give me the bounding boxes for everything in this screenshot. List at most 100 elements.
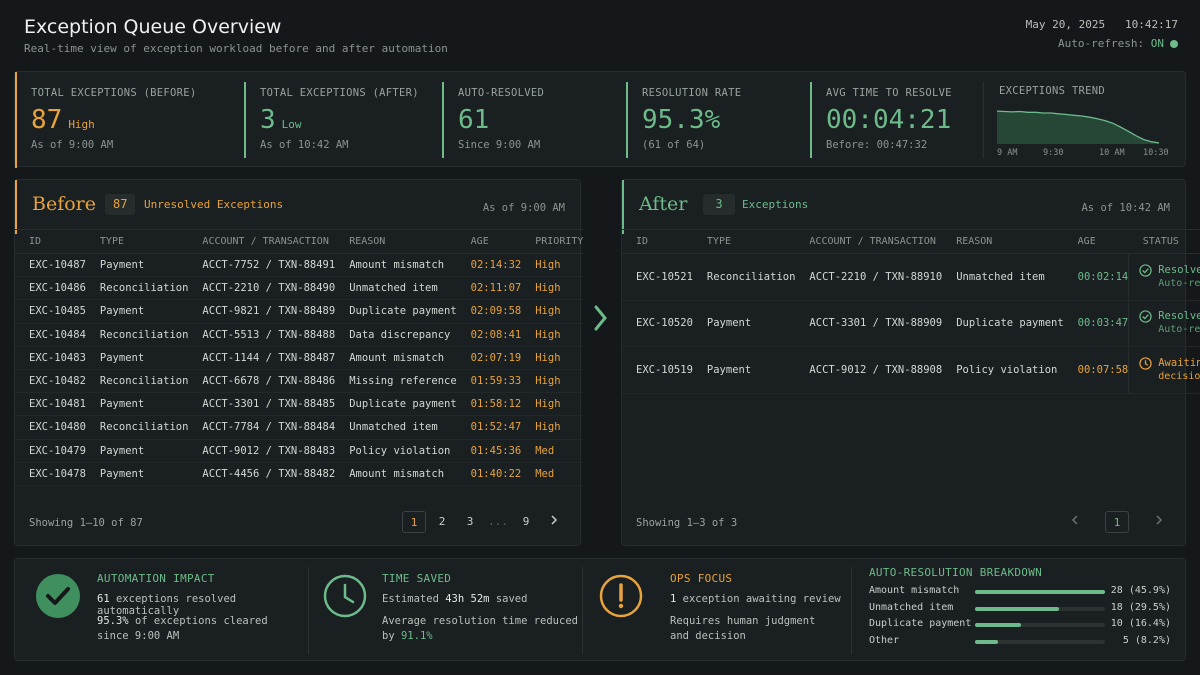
cell-reason: Duplicate payment <box>942 300 1064 347</box>
table-row[interactable]: EXC-10480 Reconciliation ACCT-7784 / TXN-8… <box>15 415 584 440</box>
col-header[interactable]: ACCOUNT / TRANSACTION <box>188 229 336 254</box>
table-row[interactable]: EXC-10486 Reconciliation ACCT-2210 / TXN-8… <box>15 276 584 301</box>
chevron-right-icon <box>594 305 607 331</box>
after-footer: Showing 1–3 of 3 <box>636 517 738 529</box>
cell-priority: High <box>521 346 584 370</box>
cell-age: 01:58:12 <box>456 392 522 417</box>
cell-account: ACCT-1144 / TXN-88487 <box>188 346 336 370</box>
breakdown-label: Duplicate payment <box>869 618 972 629</box>
table-header-row: ID TYPE ACCOUNT / TRANSACTION REASON AGE… <box>622 229 1200 254</box>
automation-impact-card: AUTOMATION IMPACT 61 exceptions resolved… <box>15 559 307 662</box>
col-header[interactable]: TYPE <box>692 229 796 254</box>
cell-age: 02:14:32 <box>456 253 522 278</box>
status-sub: Auto-resolved <box>1158 277 1200 289</box>
col-header[interactable]: ACCOUNT / TRANSACTION <box>795 229 943 254</box>
kpi-label: RESOLUTION RATE <box>642 87 742 99</box>
cell-id: EXC-10485 <box>15 299 86 324</box>
col-header[interactable]: TYPE <box>85 229 189 254</box>
page-button-1[interactable]: 1 <box>1105 511 1129 533</box>
time-saved-line-2: Average resolution time reduced <box>382 615 578 627</box>
col-header[interactable]: STATUS <box>1128 229 1200 254</box>
after-as-of: As of 10:42 AM <box>1081 202 1170 214</box>
cell-id: EXC-10486 <box>15 276 86 301</box>
page-button-9[interactable]: 9 <box>522 515 530 528</box>
page-title: Exception Queue Overview <box>24 16 282 38</box>
table-row[interactable]: EXC-10481 Payment ACCT-3301 / TXN-88485 Dup… <box>15 392 584 417</box>
cell-priority: High <box>521 276 584 301</box>
breakdown-value: 18 (29.5%) <box>1110 601 1171 613</box>
cell-reason: Data discrepancy <box>335 323 457 347</box>
page-button-2[interactable]: 2 <box>438 515 446 528</box>
table-row[interactable]: EXC-10485 Payment ACCT-9821 / TXN-88489 Dup… <box>15 299 584 324</box>
before-count-badge: 87 <box>105 194 136 215</box>
cell-age: 02:08:41 <box>456 323 522 347</box>
col-header[interactable]: REASON <box>335 229 457 254</box>
breakdown-bar-fill <box>975 590 1105 594</box>
time-saved-title: TIME SAVED <box>382 572 452 585</box>
cell-acct: ACCT-3301 / TXN-88909 <box>795 300 943 347</box>
trend-axis: 9 AM 9:30 10 AM 10:30 <box>997 148 1169 160</box>
cell-type: Payment <box>85 462 189 486</box>
breakdown-label: Other <box>869 634 900 646</box>
col-header[interactable]: PRIORITY <box>521 229 584 254</box>
check-circle-icon <box>1139 264 1152 277</box>
breakdown-row: Unmatched item 18 (29.5%) <box>869 602 1171 616</box>
table-row[interactable]: EXC-10483 Payment ACCT-1144 / TXN-88487 Amo… <box>15 346 584 370</box>
kpi-sub: (61 of 64) <box>642 139 706 151</box>
status-sub: decision <box>1158 370 1200 382</box>
col-header[interactable]: REASON <box>942 229 1064 254</box>
cell-age: 02:09:58 <box>456 299 522 324</box>
table-row[interactable]: EXC-10478 Payment ACCT-4456 / TXN-88482 Amo… <box>15 462 584 486</box>
after-panel: After 3 Exceptions As of 10:42 AM ID TYP… <box>621 179 1200 546</box>
clock-icon <box>323 574 367 618</box>
col-header[interactable]: ID <box>15 229 86 254</box>
cell-account: ACCT-4456 / TXN-88482 <box>188 462 336 486</box>
kpi-label: TOTAL EXCEPTIONS (BEFORE) <box>31 87 197 99</box>
cell-type: Reconciliation <box>85 323 189 347</box>
kpi-resolution-rate: RESOLUTION RATE 95.3% (61 of 64) <box>626 72 806 168</box>
auto-refresh-toggle[interactable]: Auto-refresh: ON <box>1058 37 1178 50</box>
col-header[interactable]: AGE <box>456 229 522 254</box>
after-table: ID TYPE ACCOUNT / TRANSACTION REASON AGE… <box>622 229 1200 394</box>
table-row[interactable]: EXC-10520 Payment ACCT-3301 / TXN-88909 Dup… <box>622 300 1200 347</box>
status-sub: Auto-resolved <box>1158 324 1200 336</box>
next-page-button[interactable] <box>542 511 566 533</box>
cell-status: Awaiting opsdecision <box>1128 346 1200 394</box>
table-row[interactable]: EXC-10519 Payment ACCT-9012 / TXN-88908 Pol… <box>622 346 1200 394</box>
next-page-button[interactable] <box>1147 511 1171 533</box>
cell-type: Payment <box>85 346 189 370</box>
col-header[interactable]: AGE <box>1063 229 1129 254</box>
divider <box>582 567 583 654</box>
page-subtitle: Real-time view of exception workload bef… <box>24 42 448 55</box>
cell-id: EXC-10483 <box>15 346 86 370</box>
breakdown-bar-fill <box>975 623 1022 627</box>
cell-age: 02:11:07 <box>456 276 522 301</box>
table-row[interactable]: EXC-10487 Payment ACCT-7752 / TXN-88491 Amo… <box>15 253 584 278</box>
table-row[interactable]: EXC-10521 Reconciliation ACCT-2210 / TXN-8… <box>622 253 1200 301</box>
cell-acct: ACCT-2210 / TXN-88910 <box>795 253 943 301</box>
table-row[interactable]: EXC-10484 Reconciliation ACCT-5513 / TXN-8… <box>15 323 584 347</box>
impact-line-2: 95.3% of exceptions cleared <box>97 615 268 627</box>
before-footer: Showing 1–10 of 87 <box>29 517 143 529</box>
cell-age: 01:52:47 <box>456 415 522 440</box>
page-button-1[interactable]: 1 <box>402 511 426 533</box>
cell-priority: High <box>521 299 584 324</box>
cell-type: Payment <box>85 253 189 278</box>
cell-type: Payment <box>692 300 796 347</box>
kpi-avg-time: AVG TIME TO RESOLVE 00:04:21 Before: 00:… <box>810 72 980 168</box>
cell-account: ACCT-9012 / TXN-88483 <box>188 439 336 463</box>
kpi-value: 95.3% <box>642 105 721 135</box>
prev-page-button[interactable] <box>1063 511 1087 533</box>
panel-accent-bar <box>622 180 624 234</box>
cell-reason: Amount mismatch <box>335 346 457 370</box>
col-header[interactable]: ID <box>622 229 693 254</box>
kpi-tag: High <box>68 118 95 131</box>
cell-id: EXC-10521 <box>622 253 693 301</box>
page-button-3[interactable]: 3 <box>466 515 474 528</box>
table-row[interactable]: EXC-10482 Reconciliation ACCT-6678 / TXN-8… <box>15 369 584 394</box>
breakdown-label: Unmatched item <box>869 601 954 613</box>
cell-type: Payment <box>85 299 189 324</box>
cell-type: Reconciliation <box>85 276 189 301</box>
kpi-sub: Since 9:00 AM <box>458 139 541 151</box>
table-row[interactable]: EXC-10479 Payment ACCT-9012 / TXN-88483 Pol… <box>15 439 584 463</box>
